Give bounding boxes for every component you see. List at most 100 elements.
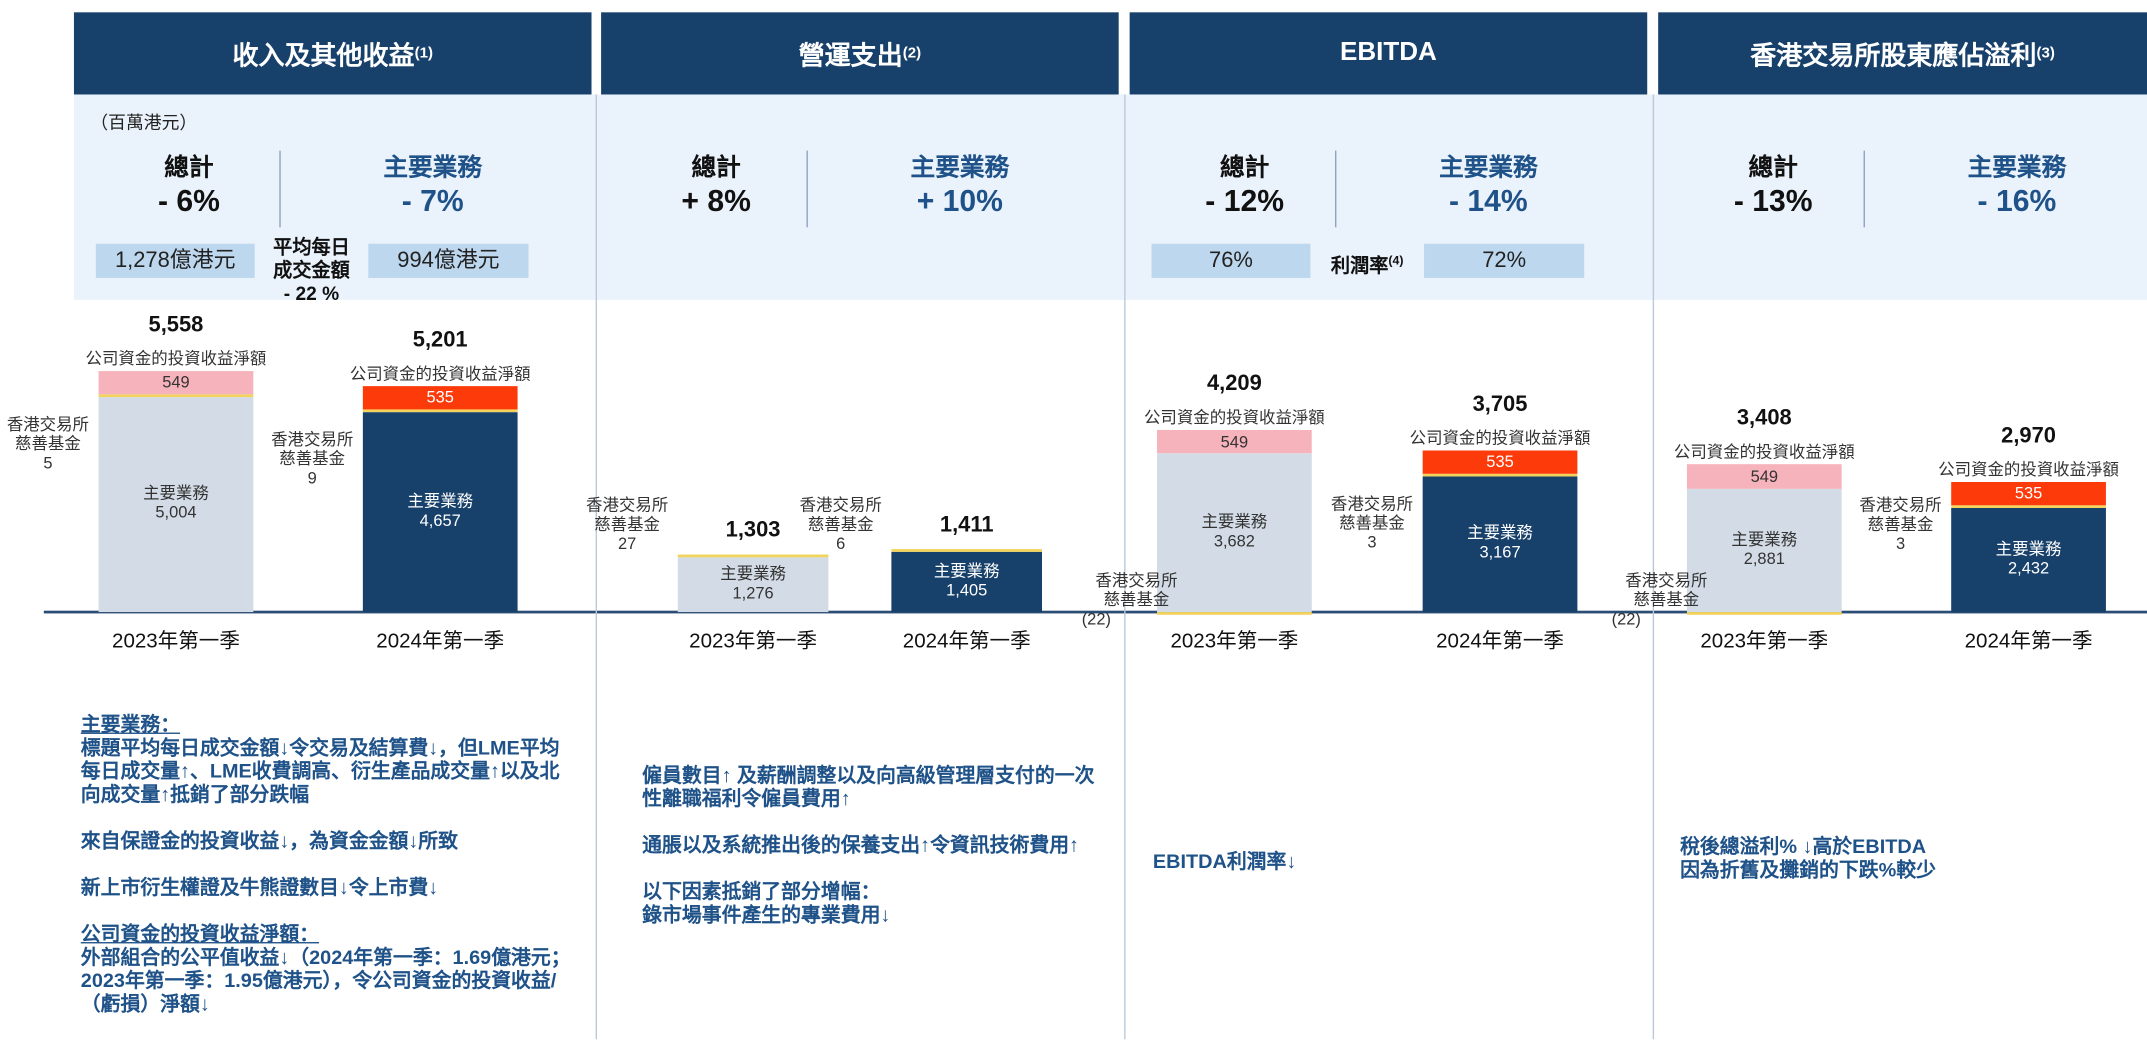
panel-title: 營運支出 [798,41,903,71]
bar-segment [362,409,518,412]
period-label: 2023年第一季 [689,629,818,654]
charity-label: 香港交易所 慈善基金 (22) [1082,571,1192,629]
summary-divider [806,150,808,228]
bar-segment [98,396,254,613]
panel-title: 香港交易所股東應佔溢利 [1750,41,2037,71]
bar-segment [1157,453,1312,613]
total-change: + 8% [681,183,751,218]
charity-label: 香港交易所 慈善基金 9 [264,430,360,488]
bar-segment [677,557,829,613]
footnote: (1) [414,45,434,62]
segment-name: 主要業務 [407,491,474,511]
segment-name: 主要業務 [1995,539,2062,559]
charity-label: 香港交易所 慈善基金 3 [1853,496,1949,554]
total-label: 總計 [1220,153,1270,181]
bar-total: 1,303 [725,518,781,543]
metric-change: - 22 % [283,282,340,304]
bar-segment [1686,612,1842,615]
bar-segment [362,386,518,410]
total-change: - 6% [157,183,220,218]
axis-line [43,610,2147,613]
total-label: 總計 [164,153,214,181]
core-segment-label: 主要業務 4,657 [363,491,518,529]
footnote: (3) [2036,45,2055,62]
footnote: (2) [902,45,922,62]
segment-name: 主要業務 [143,483,209,504]
panel-header: 收入及其他收益 (1) [73,12,592,95]
segment-value: 535 [426,387,454,408]
segment-name: 主要業務 [933,561,1000,581]
bar-total: 1,411 [939,513,994,537]
notes: 主要業務： 標題平均每日成交金額↓令交易及結算費↓，但LME平均每日成交量↑、LM… [81,715,578,1041]
period-label: 2023年第一季 [1700,629,1829,654]
segment-value: 549 [1750,466,1779,486]
note-block: 公司資金的投資收益淨額： 外部組合的公平值收益↓（2024年第一季：1.69億港元… [81,924,578,1017]
segment-value: 5,004 [155,503,197,523]
note-block: 以下因素抵銷了部分增幅： 錄市場事件產生的專業費用↓ [642,882,1105,929]
segment-name: 主要業務 [1731,529,1798,549]
segment-value: 535 [2014,483,2043,503]
note-block: 新上市衍生權證及牛熊證數目↓令上市費↓ [81,878,578,901]
segment-name: 香港交易所 慈善基金 [1330,493,1414,533]
segment-value: 27 [617,534,637,554]
note-block: EBITDA利潤率↓ [1153,852,1634,875]
bar-segment [1686,488,1842,613]
panel-header: EBITDA [1129,12,1648,95]
panel-divider [1652,94,1655,1040]
segment-name: 主要業務 [720,564,786,584]
charity-label: 香港交易所 慈善基金 6 [793,496,889,554]
note-text: 新上市衍生權證及牛熊證數目↓令上市費↓ [80,877,439,900]
bar-segment [1422,475,1578,613]
core-label: 主要業務 [383,153,482,181]
segment-value: 549 [1220,432,1249,452]
segment-value: 549 [162,372,190,392]
core-label: 主要業務 [1439,153,1538,181]
core-change: + 10% [916,183,1003,218]
panel-divider [1124,94,1126,1040]
bar-segment [362,411,518,613]
unit-note: （百萬港元） [90,112,198,133]
segment-name: 主要業務 [1201,512,1268,532]
bar-total: 3,408 [1736,407,1792,431]
core-label: 主要業務 [1967,153,2067,181]
segment-name: 主要業務 [1467,523,1533,543]
note-text: 以下因素抵銷了部分增幅： [642,881,881,904]
panel-title: EBITDA [1339,38,1437,68]
metric-box: 994億港元 [368,243,529,278]
core-segment-label: 主要業務 1,276 [678,564,829,602]
period-label: 2024年第一季 [902,629,1031,654]
note-text: EBITDA利潤率↓ [1152,851,1297,874]
panel-header: 營運支出 (2) [601,12,1119,95]
segment-value: 1,276 [732,583,774,603]
segment-name: 公司資金的投資收益淨額 [1143,408,1325,428]
segment-name: 公司資金的投資收益淨額 [1673,442,1855,462]
segment-name: 公司資金的投資收益淨額 [1409,428,1591,448]
charity-label: 香港交易所 慈善基金 3 [1324,494,1420,552]
bar-segment [891,548,1043,552]
core-change: - 7% [401,183,464,218]
segment-name: 公司資金的投資收益淨額 [85,348,267,368]
note-text: 來自保證金的投資收益↓，為資金金額↓所致 [80,831,459,854]
panel-title: 收入及其他收益 [232,41,415,71]
metric-box: 72% [1424,243,1585,278]
note-text: 稅後總溢利% ↓高於EBITDA [1680,836,1927,859]
bar-total: 2,970 [2001,424,2056,448]
note-text: 主要業務： [80,714,181,737]
footnote: (4) [1388,253,1404,268]
metric-box: 1,278億港元 [95,243,255,278]
bar-segment [1422,473,1578,476]
segment-value: 4,657 [419,510,461,530]
metric-label: 平均每日 成交金額 - 22 % [255,236,369,306]
period-label: 2023年第一季 [1170,629,1299,654]
note-text: 因為折舊及攤銷的下跌%較少 [1680,859,1937,882]
summary-divider [279,150,281,228]
segment-value: 9 [307,467,317,488]
note-block: 稅後總溢利% ↓高於EBITDA 因為折舊及攤銷的下跌%較少 [1680,837,2133,884]
segment-value: (22) [1081,609,1111,629]
segment-name: 香港交易所 慈善基金 [1625,570,1708,610]
segment-value: 3 [1895,534,1906,554]
segment-value: 2,432 [2007,558,2050,578]
segment-name: 香港交易所 慈善基金 [586,495,669,535]
note-text: 通脹以及系統推出後的保養支出↑令資訊技術費用↑ [642,835,1079,858]
